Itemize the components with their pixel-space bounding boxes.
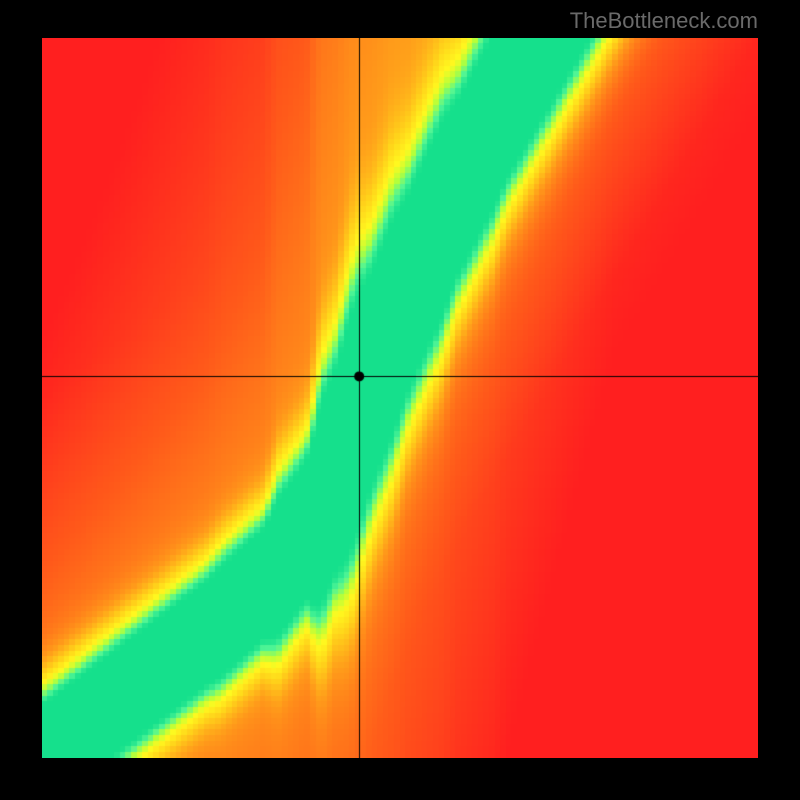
overlay-canvas — [42, 38, 758, 758]
chart-stage: TheBottleneck.com — [0, 0, 800, 800]
watermark-text: TheBottleneck.com — [570, 8, 758, 34]
